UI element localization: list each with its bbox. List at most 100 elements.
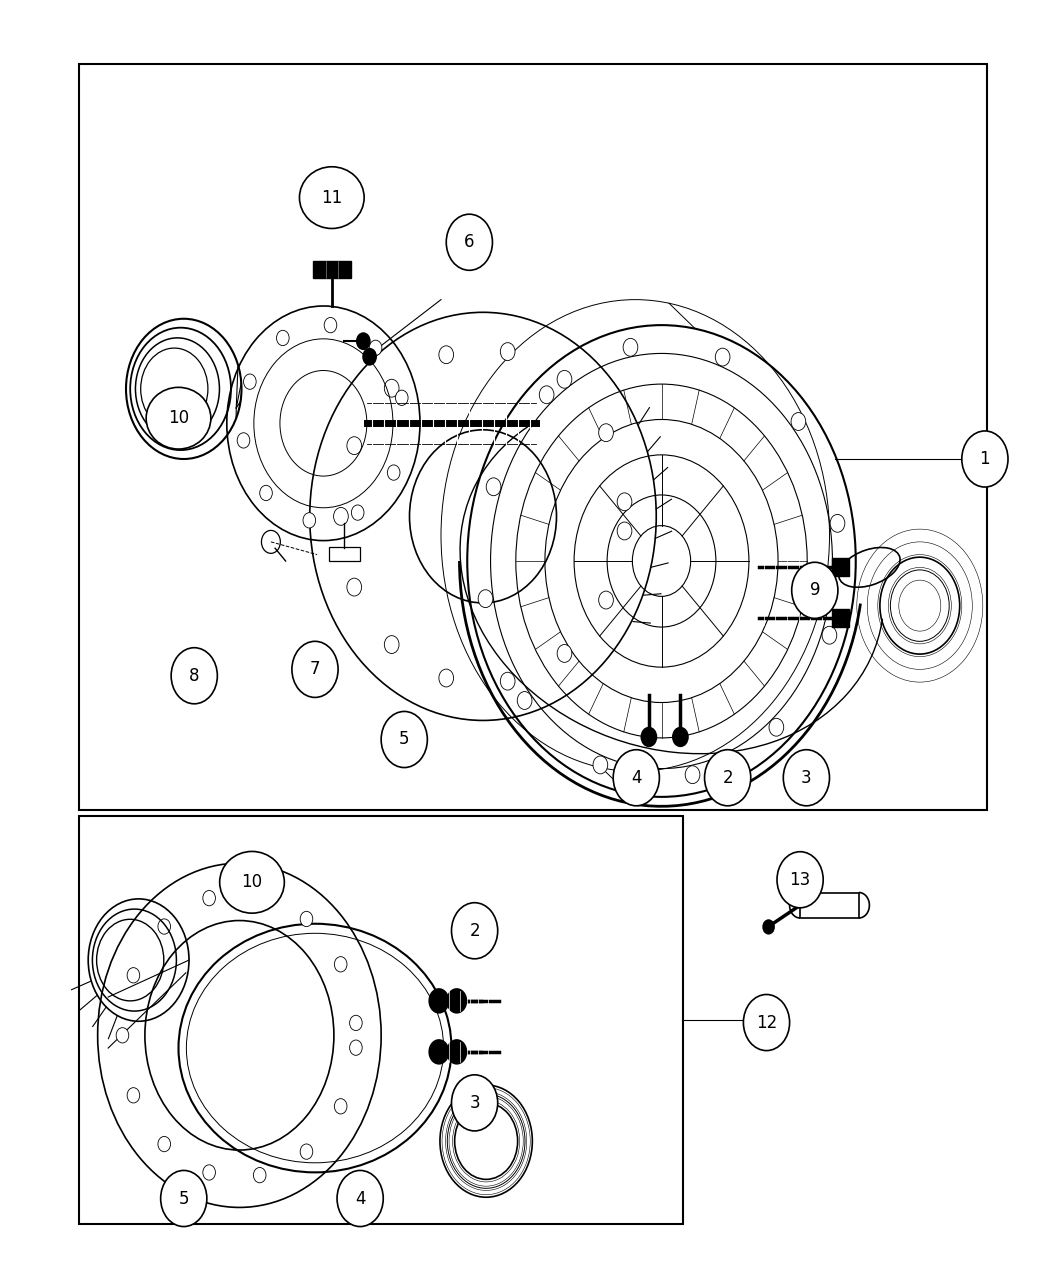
Bar [832, 609, 849, 627]
Circle shape [259, 486, 272, 501]
Circle shape [613, 750, 659, 806]
Circle shape [446, 214, 492, 270]
Circle shape [743, 994, 790, 1051]
Circle shape [334, 1099, 346, 1114]
Text: 13: 13 [790, 871, 811, 889]
Circle shape [370, 340, 382, 356]
Text: 10: 10 [168, 409, 189, 427]
Circle shape [640, 727, 657, 747]
Circle shape [791, 413, 805, 431]
Circle shape [362, 348, 377, 366]
Circle shape [762, 919, 775, 935]
Circle shape [822, 626, 837, 644]
Circle shape [452, 903, 498, 959]
Text: 4: 4 [355, 1190, 365, 1207]
Circle shape [300, 1144, 313, 1159]
Circle shape [962, 431, 1008, 487]
Circle shape [350, 1015, 362, 1030]
Circle shape [672, 727, 689, 747]
Circle shape [324, 317, 337, 333]
Circle shape [428, 1039, 449, 1065]
Circle shape [352, 505, 364, 520]
Circle shape [486, 478, 501, 496]
Text: 8: 8 [189, 667, 200, 685]
Circle shape [292, 641, 338, 697]
Bar [329, 547, 360, 561]
Text: 7: 7 [310, 660, 320, 678]
Circle shape [598, 423, 613, 441]
Circle shape [428, 988, 449, 1014]
Circle shape [171, 648, 217, 704]
Bar [313, 261, 351, 278]
Text: 5: 5 [178, 1190, 189, 1207]
Ellipse shape [146, 388, 211, 449]
Circle shape [446, 1039, 467, 1065]
Circle shape [203, 890, 215, 905]
Bar [800, 892, 859, 918]
Text: 1: 1 [980, 450, 990, 468]
Circle shape [334, 507, 349, 525]
Circle shape [253, 887, 266, 903]
Circle shape [478, 590, 492, 608]
Circle shape [384, 636, 399, 654]
Circle shape [446, 988, 467, 1014]
Circle shape [439, 346, 454, 363]
Bar [79, 816, 683, 1224]
Text: 2: 2 [469, 922, 480, 940]
Circle shape [350, 1040, 362, 1056]
Text: 6: 6 [464, 233, 475, 251]
Text: 3: 3 [469, 1094, 480, 1112]
Bar [832, 558, 849, 576]
Circle shape [705, 750, 751, 806]
Text: 9: 9 [810, 581, 820, 599]
Circle shape [303, 513, 316, 528]
Circle shape [396, 390, 408, 405]
Ellipse shape [299, 167, 364, 228]
Circle shape [593, 756, 608, 774]
Circle shape [617, 521, 632, 539]
Circle shape [337, 1170, 383, 1227]
Ellipse shape [219, 852, 285, 913]
Circle shape [276, 330, 289, 346]
Circle shape [715, 348, 730, 366]
Circle shape [623, 338, 637, 356]
Circle shape [253, 1168, 266, 1183]
Circle shape [792, 562, 838, 618]
Circle shape [558, 370, 572, 388]
Circle shape [518, 691, 532, 709]
Text: 11: 11 [321, 189, 342, 207]
Text: 2: 2 [722, 769, 733, 787]
Circle shape [384, 379, 399, 397]
Circle shape [558, 645, 572, 663]
Circle shape [769, 718, 783, 736]
Circle shape [381, 711, 427, 768]
Text: 12: 12 [756, 1014, 777, 1031]
Circle shape [439, 669, 454, 687]
Circle shape [783, 750, 830, 806]
Circle shape [387, 465, 400, 481]
Bar [79, 64, 987, 810]
Circle shape [127, 1088, 140, 1103]
Text: 4: 4 [631, 769, 642, 787]
Circle shape [300, 912, 313, 927]
Circle shape [356, 333, 371, 351]
Text: 3: 3 [801, 769, 812, 787]
Text: 5: 5 [399, 731, 410, 748]
Circle shape [158, 919, 170, 935]
Circle shape [346, 578, 361, 595]
Circle shape [244, 374, 256, 389]
Circle shape [237, 432, 250, 448]
Circle shape [540, 386, 554, 404]
Circle shape [161, 1170, 207, 1227]
Circle shape [777, 852, 823, 908]
Text: 10: 10 [242, 873, 262, 891]
Circle shape [831, 514, 845, 532]
Circle shape [158, 1136, 170, 1151]
Circle shape [334, 956, 346, 972]
Circle shape [617, 493, 632, 511]
Circle shape [117, 1028, 129, 1043]
Circle shape [500, 343, 514, 361]
Circle shape [127, 968, 140, 983]
Circle shape [500, 672, 514, 690]
Circle shape [598, 592, 613, 609]
